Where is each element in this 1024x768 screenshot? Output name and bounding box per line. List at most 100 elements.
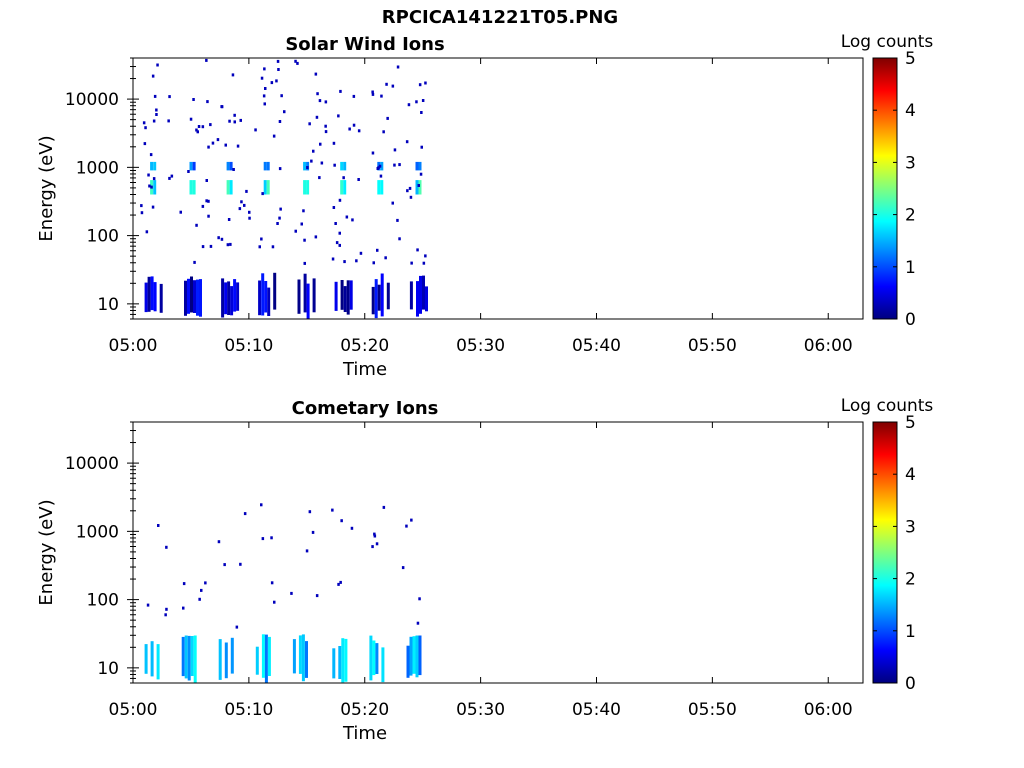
scatter-count	[333, 163, 336, 167]
heatmap-cell	[156, 644, 160, 680]
x-tick-label: 05:50	[688, 336, 737, 356]
scatter-count	[155, 113, 158, 116]
heatmap-cell	[412, 636, 416, 674]
scatter-count	[192, 98, 195, 101]
heatmap-cell	[303, 161, 307, 171]
scatter-count	[294, 59, 297, 63]
heatmap-cell	[377, 180, 381, 195]
scatter-count	[375, 542, 379, 546]
scatter-count	[410, 518, 413, 522]
scatter-count	[373, 534, 377, 538]
scatter-count	[355, 259, 358, 263]
scatter-count	[187, 170, 190, 173]
colorbar-tick-label: 3	[905, 153, 916, 173]
heatmap-cell	[332, 648, 336, 679]
heatmap-cell	[224, 282, 228, 315]
x-tick-label: 05:30	[456, 336, 505, 356]
heatmap-cell	[338, 646, 342, 679]
heatmap-cell	[377, 284, 381, 311]
scatter-count	[303, 238, 306, 242]
heatmap-cell	[144, 644, 148, 674]
scatter-count	[273, 600, 276, 604]
scatter-count	[205, 199, 208, 203]
scatter-count	[340, 519, 343, 523]
heatmap-cell	[230, 637, 234, 674]
colorbar-label: Log counts	[841, 32, 934, 52]
scatter-count	[418, 597, 421, 601]
scatter-count	[195, 128, 198, 132]
scatter-count	[351, 218, 354, 222]
scatter-count	[308, 510, 312, 514]
scatter-count	[315, 594, 319, 598]
scatter-count	[314, 235, 318, 239]
scatter-count	[170, 174, 174, 178]
colorbar-tick-label: 0	[905, 674, 916, 694]
heatmap-cell	[422, 275, 425, 310]
scatter-count	[143, 142, 147, 146]
scatter-count	[352, 123, 356, 127]
scatter-count	[350, 526, 354, 530]
heatmap-cell	[263, 161, 267, 171]
scatter-count	[164, 613, 167, 617]
y-tick-label: 10	[97, 295, 119, 315]
heatmap-cell	[374, 279, 378, 319]
scatter-count	[144, 126, 147, 130]
scatter-count	[233, 120, 236, 124]
scatter-count	[306, 166, 309, 169]
scatter-count	[319, 142, 322, 146]
scatter-count	[278, 120, 282, 123]
scatter-count	[303, 261, 306, 265]
x-axis-label: Time	[342, 723, 387, 744]
scatter-count	[240, 200, 243, 204]
scatter-count	[207, 145, 210, 149]
heatmap-cell	[226, 161, 230, 171]
heatmap-cell	[406, 645, 410, 678]
scatter-count	[235, 625, 239, 629]
scatter-count	[261, 537, 265, 541]
scatter-count	[398, 237, 401, 241]
scatter-count	[157, 524, 160, 527]
scatter-count	[239, 118, 242, 122]
scatter-count	[373, 532, 376, 536]
colorbar	[872, 57, 898, 320]
colorbar-tick-label: 1	[905, 622, 916, 642]
scatter-count	[318, 99, 322, 103]
heatmap-cell	[153, 180, 157, 195]
scatter-count	[197, 125, 201, 128]
scatter-count	[409, 195, 413, 199]
scatter-count	[231, 73, 235, 77]
heatmap-cell	[187, 635, 191, 681]
scatter-count	[140, 211, 144, 215]
scatter-count	[155, 108, 158, 112]
heatmap-cell	[273, 272, 277, 310]
y-tick-label: 100	[87, 591, 119, 611]
heatmap-cell	[264, 281, 268, 313]
scatter-count	[260, 237, 263, 241]
scatter-count	[420, 145, 423, 149]
heatmap-cell	[381, 647, 385, 683]
scatter-count	[343, 260, 346, 264]
y-tick-label: 10000	[65, 454, 119, 474]
heatmap-cell	[184, 635, 188, 679]
scatter-count	[254, 128, 257, 132]
panel-title: Cometary Ions	[292, 398, 439, 419]
x-tick-label: 05:00	[109, 336, 158, 356]
x-tick-label: 06:00	[804, 700, 853, 720]
heatmap-cell	[301, 634, 305, 682]
scatter-count	[320, 161, 324, 165]
scatter-count	[142, 121, 146, 125]
heatmap-cell	[298, 635, 302, 674]
scatter-count	[275, 79, 278, 83]
scatter-count	[314, 72, 318, 76]
heatmap-cell	[199, 279, 202, 317]
heatmap-cell	[196, 279, 199, 316]
heatmap-cell	[153, 161, 157, 171]
scatter-count	[415, 100, 418, 104]
scatter-count	[352, 94, 356, 98]
scatter-count	[337, 114, 340, 118]
x-tick-label: 06:00	[804, 336, 853, 356]
heatmap-cell	[344, 638, 348, 682]
scatter-count	[357, 129, 361, 133]
scatter-count	[205, 58, 208, 62]
scatter-count	[416, 621, 420, 625]
